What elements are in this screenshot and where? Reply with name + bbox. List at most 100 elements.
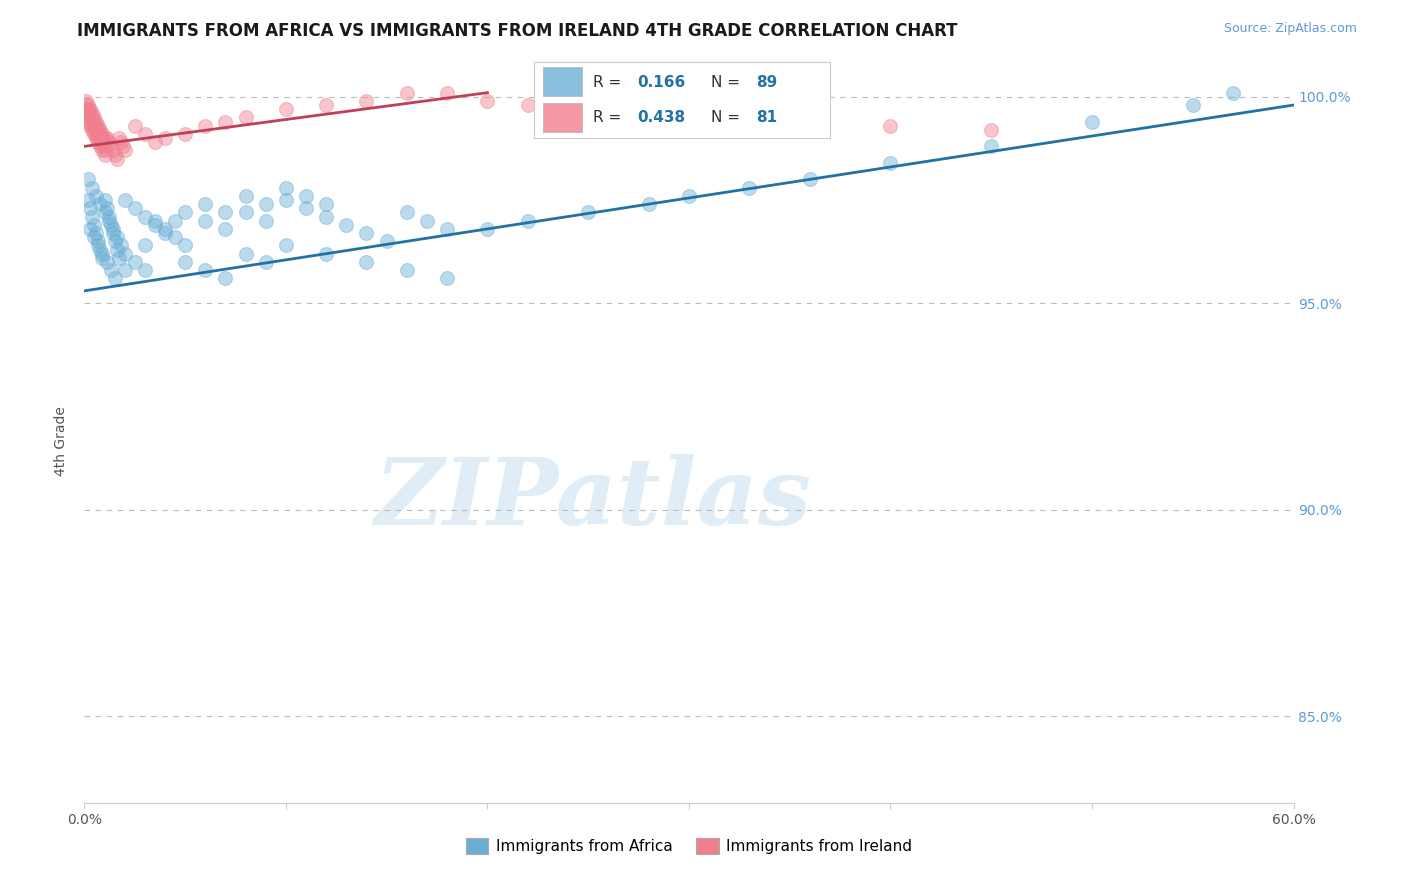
Point xyxy=(79,114,101,128)
Point xyxy=(214,222,236,236)
Point xyxy=(79,222,101,236)
Point xyxy=(194,213,217,227)
Point xyxy=(75,94,97,108)
Point xyxy=(82,180,104,194)
Point xyxy=(356,226,378,240)
Point xyxy=(576,205,599,219)
Point xyxy=(93,144,115,158)
Point xyxy=(89,127,111,141)
Point xyxy=(107,131,129,145)
Point xyxy=(194,263,217,277)
Point xyxy=(105,230,128,244)
Point xyxy=(110,238,132,252)
Point xyxy=(799,172,821,186)
Point xyxy=(356,94,378,108)
Point xyxy=(295,201,318,215)
Point xyxy=(83,119,105,133)
Point xyxy=(254,255,277,269)
Point xyxy=(91,139,114,153)
Point xyxy=(82,114,104,128)
Point xyxy=(89,243,111,257)
Point xyxy=(235,189,257,203)
Point xyxy=(97,210,120,224)
Point xyxy=(153,222,176,236)
FancyBboxPatch shape xyxy=(543,67,582,95)
Point xyxy=(77,111,100,125)
FancyBboxPatch shape xyxy=(543,103,582,132)
Point xyxy=(143,213,166,227)
Point xyxy=(395,263,418,277)
Point xyxy=(165,213,187,227)
Point xyxy=(89,131,111,145)
Point xyxy=(114,246,136,260)
Y-axis label: 4th Grade: 4th Grade xyxy=(55,407,69,476)
Point xyxy=(174,238,197,252)
Point xyxy=(114,144,136,158)
Point xyxy=(82,210,104,224)
Point xyxy=(91,131,114,145)
Text: N =: N = xyxy=(711,75,745,90)
Point xyxy=(82,123,104,137)
Point xyxy=(77,193,100,207)
Point xyxy=(637,197,659,211)
Point xyxy=(274,102,297,116)
Point xyxy=(1181,98,1204,112)
Point xyxy=(315,98,337,112)
Point xyxy=(980,123,1002,137)
Point xyxy=(86,226,108,240)
Point xyxy=(75,102,97,116)
Point xyxy=(124,201,146,215)
Point xyxy=(315,246,337,260)
Point xyxy=(879,119,901,133)
Text: 89: 89 xyxy=(756,75,778,90)
Point xyxy=(637,106,659,120)
Point xyxy=(83,230,105,244)
Text: IMMIGRANTS FROM AFRICA VS IMMIGRANTS FROM IRELAND 4TH GRADE CORRELATION CHART: IMMIGRANTS FROM AFRICA VS IMMIGRANTS FRO… xyxy=(77,22,957,40)
Point xyxy=(87,135,110,149)
Point xyxy=(395,205,418,219)
Point xyxy=(111,139,134,153)
Point xyxy=(395,86,418,100)
Text: 0.438: 0.438 xyxy=(638,111,686,125)
Point xyxy=(516,213,538,227)
Text: Source: ZipAtlas.com: Source: ZipAtlas.com xyxy=(1223,22,1357,36)
Point xyxy=(79,119,101,133)
Point xyxy=(87,235,110,249)
Point xyxy=(143,218,166,232)
Point xyxy=(214,271,236,285)
Point xyxy=(274,193,297,207)
Point xyxy=(214,114,236,128)
Point xyxy=(82,106,104,120)
Point xyxy=(87,123,110,137)
Point xyxy=(87,131,110,145)
Point xyxy=(91,144,114,158)
Point xyxy=(89,123,111,137)
Point xyxy=(436,222,458,236)
Point xyxy=(82,119,104,133)
Point xyxy=(83,127,105,141)
Text: R =: R = xyxy=(593,111,627,125)
Point xyxy=(980,139,1002,153)
Point xyxy=(315,197,337,211)
Point xyxy=(86,119,108,133)
Point xyxy=(134,238,156,252)
Point xyxy=(114,263,136,277)
Point xyxy=(77,98,100,112)
Point xyxy=(87,238,110,252)
Point xyxy=(93,193,115,207)
Point xyxy=(110,135,132,149)
Point xyxy=(107,251,129,265)
Point xyxy=(82,111,104,125)
Point xyxy=(1081,114,1104,128)
Point xyxy=(75,111,97,125)
Point xyxy=(100,263,122,277)
Point xyxy=(356,255,378,269)
Point xyxy=(79,111,101,125)
Point xyxy=(75,98,97,112)
Point xyxy=(477,222,499,236)
Point xyxy=(254,197,277,211)
Point xyxy=(104,235,127,249)
Point xyxy=(436,271,458,285)
Point xyxy=(235,205,257,219)
Point xyxy=(83,111,105,125)
